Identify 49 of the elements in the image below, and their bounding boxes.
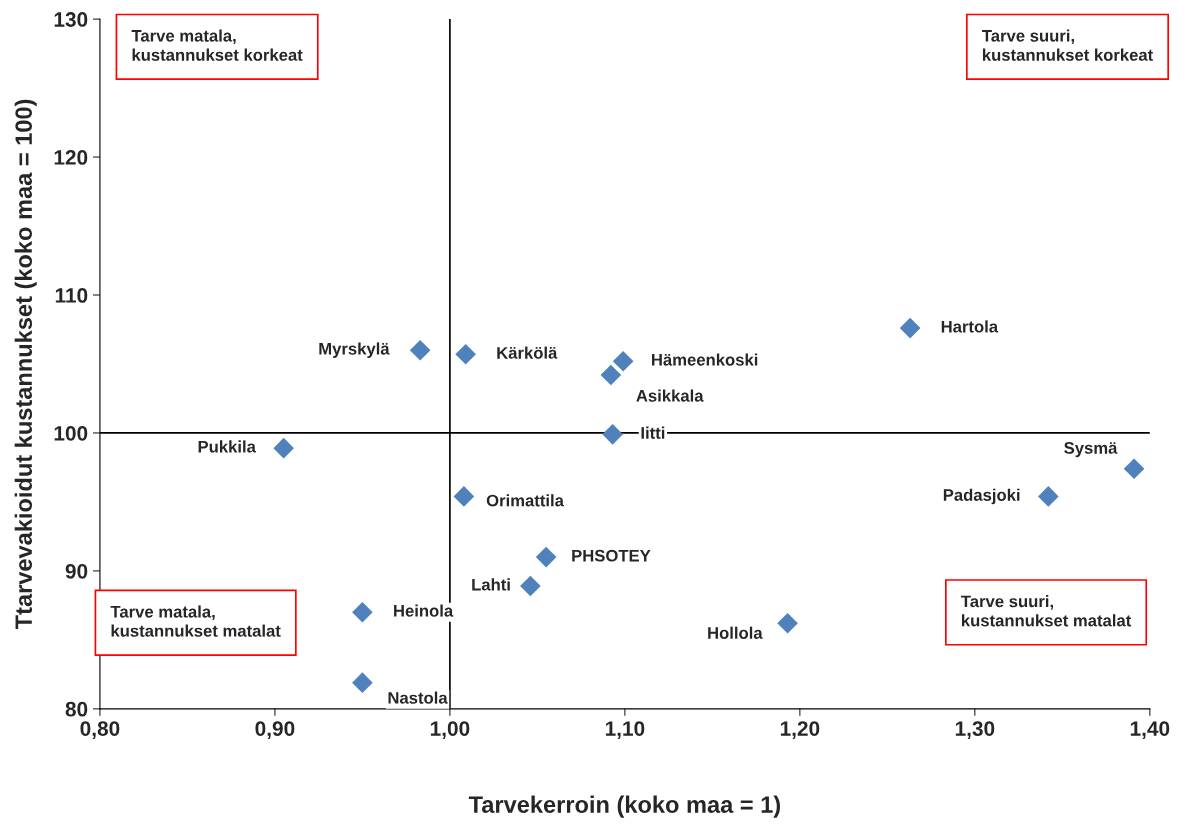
point <box>1123 458 1145 480</box>
point <box>409 339 431 361</box>
point <box>612 350 634 372</box>
annotation: Asikkala <box>636 389 704 402</box>
x-tick-label: 1,20 <box>780 721 820 739</box>
point <box>455 344 476 365</box>
point <box>520 575 541 597</box>
y-tick-label: 90 <box>65 563 88 579</box>
annotation: PHSOTEY <box>572 549 651 562</box>
x-axis-title: Tarvekerroin (koko maa = 1) <box>468 795 780 818</box>
y-tick-label: 100 <box>54 425 88 441</box>
annotation: Tarve suuri, kustannukset matalat <box>961 595 1132 627</box>
annotation: Kärkölä <box>497 346 558 359</box>
y-tick-label: 110 <box>55 288 88 303</box>
annotation: Lahti <box>472 578 510 591</box>
annotation: Orimattila <box>486 494 565 507</box>
point <box>1038 486 1059 507</box>
annotation: Hartola <box>941 320 999 333</box>
annotation: Sysmä <box>1064 442 1118 458</box>
x-tick-label: 1,40 <box>1130 721 1170 739</box>
annotation: Heinola <box>394 604 454 617</box>
point <box>453 486 475 507</box>
annotation: Myrskylä <box>319 342 390 358</box>
point <box>535 546 557 568</box>
y-tick-label: 80 <box>65 701 88 717</box>
point <box>602 424 623 445</box>
annotation: Tarve matala, kustannukset korkeat <box>131 29 303 61</box>
annotation: Nastola <box>388 691 448 704</box>
annotation: Padasjoki <box>943 488 1020 505</box>
point <box>777 613 798 634</box>
annotation: Hämeenkoski <box>652 353 758 366</box>
annotation: Tarve suuri, kustannukset korkeat <box>982 29 1153 61</box>
annotation: Iitti <box>641 426 665 439</box>
point <box>600 364 622 386</box>
point <box>273 437 294 459</box>
point <box>352 672 373 693</box>
x-tick-label: 1,10 <box>605 721 645 739</box>
x-tick-label: 1,30 <box>955 721 995 739</box>
point <box>352 601 373 623</box>
annotation: Tarve matala, kustannukset matalat <box>110 605 281 637</box>
x-tick-label: 0,80 <box>80 721 120 739</box>
y-axis-title: Ttarvevakioidut kustannukset (koko maa = 100) <box>14 99 37 630</box>
y-tick-label: 120 <box>54 150 88 165</box>
annotation: Pukkila <box>198 440 256 453</box>
y-tick-label: 130 <box>54 12 88 27</box>
annotation: Hollola <box>708 626 763 639</box>
x-tick-label: 1,00 <box>430 721 470 739</box>
point <box>899 317 921 339</box>
x-tick-label: 0,90 <box>255 721 295 739</box>
